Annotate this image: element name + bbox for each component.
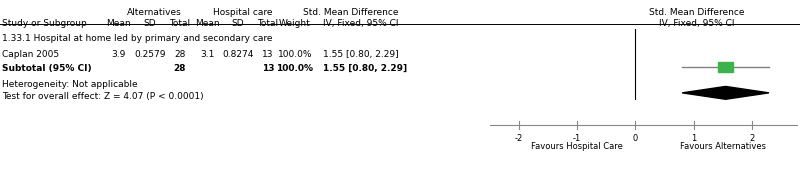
Text: Caplan 2005: Caplan 2005 (2, 50, 59, 59)
Text: Std. Mean Difference: Std. Mean Difference (303, 8, 398, 17)
Text: 1.55 [0.80, 2.29]: 1.55 [0.80, 2.29] (323, 50, 398, 59)
Text: Total: Total (170, 19, 190, 28)
Text: -1: -1 (573, 134, 581, 143)
Text: 1.55 [0.80, 2.29]: 1.55 [0.80, 2.29] (323, 64, 407, 73)
Text: Std. Mean Difference: Std. Mean Difference (650, 8, 745, 17)
Text: 0.8274: 0.8274 (222, 50, 254, 59)
Text: 28: 28 (174, 50, 186, 59)
Text: -2: -2 (514, 134, 523, 143)
Text: Mean: Mean (106, 19, 130, 28)
Text: Heterogeneity: Not applicable: Heterogeneity: Not applicable (2, 80, 138, 89)
Text: SD: SD (232, 19, 244, 28)
Text: 28: 28 (174, 64, 186, 73)
Text: IV, Fixed, 95% CI: IV, Fixed, 95% CI (323, 19, 398, 28)
Text: 3.9: 3.9 (111, 50, 125, 59)
Text: 1.33.1 Hospital at home led by primary and secondary care: 1.33.1 Hospital at home led by primary a… (2, 34, 273, 43)
Text: IV, Fixed, 95% CI: IV, Fixed, 95% CI (659, 19, 734, 28)
Text: 2: 2 (749, 134, 754, 143)
Text: Total: Total (258, 19, 278, 28)
Polygon shape (718, 62, 733, 72)
Text: 13: 13 (262, 64, 274, 73)
Text: 100.0%: 100.0% (277, 64, 314, 73)
Text: 100.0%: 100.0% (278, 50, 312, 59)
Text: Favours Hospital Care: Favours Hospital Care (531, 142, 623, 151)
Text: 1: 1 (691, 134, 696, 143)
Text: Test for overall effect: Z = 4.07 (P < 0.0001): Test for overall effect: Z = 4.07 (P < 0… (2, 92, 204, 101)
Polygon shape (682, 86, 769, 99)
Text: Hospital care: Hospital care (213, 8, 272, 17)
Text: 0.2579: 0.2579 (134, 50, 166, 59)
Text: Alternatives: Alternatives (126, 8, 182, 17)
Text: SD: SD (144, 19, 156, 28)
Text: Favours Alternatives: Favours Alternatives (680, 142, 766, 151)
Text: Weight: Weight (279, 19, 311, 28)
Text: Subtotal (95% CI): Subtotal (95% CI) (2, 64, 92, 73)
Text: 0: 0 (633, 134, 638, 143)
Text: 3.1: 3.1 (200, 50, 214, 59)
Text: 13: 13 (262, 50, 274, 59)
Text: Mean: Mean (194, 19, 219, 28)
Text: Study or Subgroup: Study or Subgroup (2, 19, 86, 28)
